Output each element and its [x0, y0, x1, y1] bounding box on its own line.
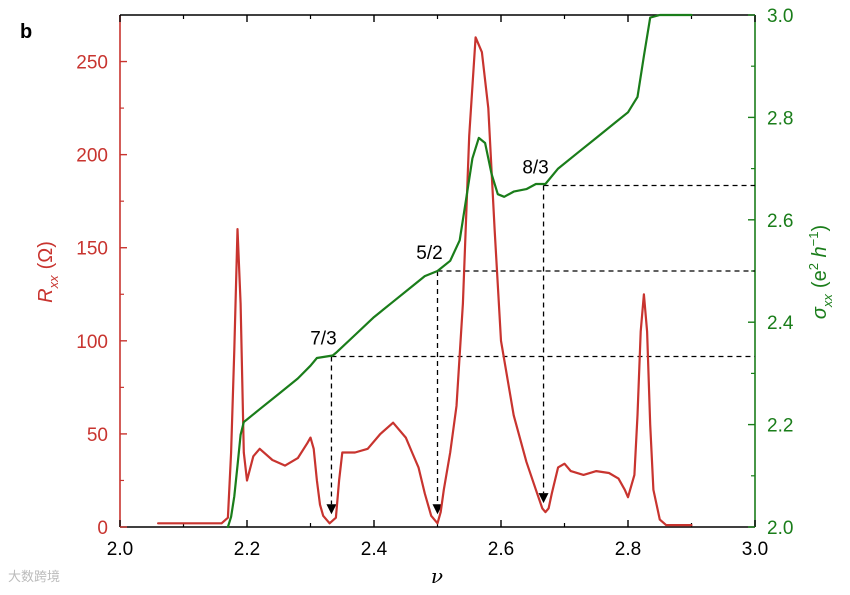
y-left-tick-label: 50	[87, 425, 108, 446]
y-left-tick-label: 250	[76, 53, 108, 74]
fraction-label: 8/3	[522, 157, 548, 178]
panel-label: b	[20, 21, 32, 43]
y-axis-right-label: σxx(e2 h−1)	[806, 225, 835, 319]
x-tick-label: 2.8	[615, 539, 641, 560]
y-axis-left-label: Rxx(Ω)	[35, 241, 61, 303]
plot-area: 2.0 2.2 2.4 2.6 2.8 3.0 0 50 100 150 200 250 2.0 2.2 2…	[76, 6, 794, 560]
watermark: 大数跨境	[8, 570, 61, 585]
plateau-arrow	[538, 493, 549, 504]
y-right-tick-label: 2.0	[767, 518, 793, 539]
plateau-arrow	[326, 504, 337, 515]
y-right-tick-label: 2.2	[767, 416, 793, 437]
y-left-tick-label: 100	[76, 332, 108, 353]
y-right-tick-label: 2.8	[767, 108, 793, 129]
y-left-tick-label: 200	[76, 146, 108, 167]
y-left-tick-label: 150	[76, 239, 108, 260]
x-tick-label: 2.0	[107, 539, 133, 560]
x-tick-label: 2.4	[361, 539, 388, 560]
y-right-tick-label: 3.0	[767, 6, 793, 27]
x-tick-label: 3.0	[742, 539, 768, 560]
rxx-series-line	[157, 36, 693, 527]
y-left-tick-label: 0	[97, 518, 108, 539]
x-tick-label: 2.6	[488, 539, 514, 560]
sigma-series-line	[226, 13, 693, 529]
y-right-tick-label: 2.6	[767, 211, 793, 232]
fraction-label: 5/2	[416, 243, 442, 264]
fraction-label: 7/3	[310, 329, 336, 350]
x-axis-label: ν	[431, 564, 443, 588]
plateau-arrow	[432, 504, 443, 515]
x-tick-label: 2.2	[234, 539, 260, 560]
y-right-tick-label: 2.4	[767, 313, 794, 334]
